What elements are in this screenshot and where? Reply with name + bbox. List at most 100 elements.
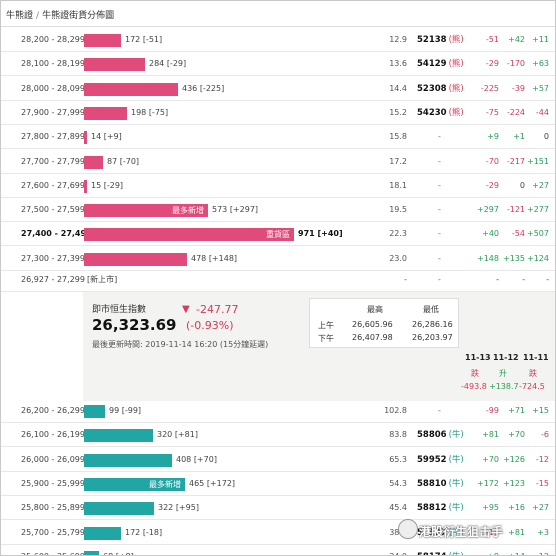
warrant-code[interactable]: 57597 (牛) [417,521,467,545]
hsi-panel: 即市恒生指數 26,323.69 ▼ -247.77 (-0.93%) 最後更新… [83,292,555,401]
position-bar[interactable] [84,252,187,266]
change-day3: +11 [532,35,549,44]
code-number: 58806 [417,430,447,441]
hsi-value: 26,323.69 [92,316,177,334]
leverage-value: 83.8 [389,430,407,440]
breadcrumb-cbbc[interactable]: 牛熊證 [6,11,34,21]
change-day1: +9 [487,132,499,142]
table-row: 27,600 - 27,699 15 [-29] 18.1 - -29 0 +27 [1,174,555,198]
code-type: (牛) [448,503,464,514]
change-day1: - [496,275,499,284]
bar-value-label: 478 [+148] [191,253,238,263]
bar-tag: 最多新增 [172,206,204,216]
position-bar[interactable]: 重貨區 [84,228,294,242]
position-bar[interactable] [84,429,153,443]
warrant-code[interactable]: 58806 (牛) [417,423,467,447]
warrant-code[interactable]: 58174(牛) [417,545,467,555]
range-label: 27,700 - 27,799 [21,156,85,166]
watermark-text: 港股衍生狙击手 [419,525,504,539]
change-day2: 0 [519,180,525,190]
change-day3: +151 [527,156,549,166]
change-day3: -12 [535,454,549,464]
code-type: (牛) [449,552,464,555]
code-value: - [438,205,441,215]
change-day2: -224 [506,107,525,117]
leverage-value: 12.9 [389,35,407,44]
range-label: 27,600 - 27,699 [21,180,85,190]
leverage-value: 54.3 [389,478,407,488]
bar-value-label: 322 [+95] [158,503,199,513]
breadcrumb-distribution: 牛熊證街貨分佈圖 [42,11,115,21]
warrant-code[interactable]: 54230 (熊) [417,101,467,125]
code-number: 52308 [417,83,447,94]
table-row: 28,000 - 28,099 436 [-225] 14.4 52308 (熊) -22… [1,77,555,101]
change-day3: +15 [532,406,549,415]
pm-high: 26,407.98 [352,333,393,342]
position-bar[interactable] [84,82,178,96]
position-bar[interactable] [84,502,154,516]
day2-change: +138.7 [489,382,519,391]
position-bar[interactable] [84,106,127,120]
code-number: 59952 [417,454,447,465]
last-updated: 最後更新時間: 2019-11-14 16:20 (15分鐘延遲) [92,340,269,349]
day1-direction: 跌 [471,369,479,378]
change-day2: +42 [508,35,525,44]
change-day2: +1 [513,132,525,142]
warrant-code[interactable]: 59952 (牛) [417,448,467,472]
change-day1: +297 [477,205,499,215]
breadcrumb-separator: / [36,11,40,21]
leverage-value: 14.4 [389,83,407,93]
hsi-change: -247.77 [196,303,239,316]
table-row: 26,200 - 26,299 99 [-99] 102.8 - -99 +71 +15 [1,399,555,423]
change-day2: -170 [506,59,525,69]
position-bar[interactable] [84,526,121,540]
change-day3: +124 [527,253,549,263]
code-number: 54129 [417,59,447,70]
position-bar[interactable] [84,34,121,47]
change-day1: -225 [480,83,499,93]
day2-date: 11-12 [493,353,519,362]
warrant-code[interactable]: 52138 (熊) [417,28,467,52]
bar-value-label: 198 [-75] [131,107,169,117]
position-bar[interactable] [84,405,105,418]
change-day3: -12 [521,545,549,555]
code-type: (牛) [448,430,464,441]
bar-value-label: 87 [-70] [107,156,140,166]
warrant-code[interactable]: 52308 (熊) [417,77,467,101]
breadcrumb: 牛熊證 / 牛熊證街貨分佈圖 [1,1,555,27]
position-bar[interactable]: 最多新增 [84,204,208,218]
change-day3: +57 [532,83,549,93]
bar-value-label: 971 [+40] [298,229,343,239]
position-bar[interactable] [84,179,87,193]
bar-value-label: 15 [-29] [91,180,124,190]
position-bar[interactable]: 最多新增 [84,477,185,491]
change-day3: +27 [532,503,549,513]
warrant-code[interactable]: 58812 (牛) [417,496,467,520]
leverage-value: 19.5 [389,205,407,215]
code-value: - [438,406,441,415]
change-day2: -121 [506,205,525,215]
range-label: 26,200 - 26,299 [21,406,85,415]
position-bar[interactable] [84,131,87,145]
bar-value-label: 320 [+81] [157,430,198,440]
high-header: 最高 [367,305,383,314]
code-type: (熊) [448,59,464,70]
leverage-value: 45.4 [389,503,407,513]
day3-direction: 跌 [529,369,537,378]
range-label: 27,400 - 27,499 [21,229,92,239]
warrant-code[interactable]: 54129 (熊) [417,52,467,76]
position-bar[interactable] [84,58,145,72]
table-row: 27,700 - 27,799 87 [-70] 17.2 - -70 -217 +151 [1,150,555,174]
leverage-value: 34.0 [381,545,407,555]
change-day3: -15 [535,478,549,488]
change-day2: -54 [511,229,525,239]
position-bar[interactable] [84,155,103,169]
change-day2: +70 [508,430,525,440]
bar-value-label: 14 [+9] [91,132,122,142]
position-bar[interactable] [84,453,172,467]
leverage-value: - [404,275,407,284]
warrant-code[interactable]: 58810 (牛) [417,472,467,496]
change-day1: -99 [485,406,499,415]
position-bar[interactable] [84,550,99,555]
